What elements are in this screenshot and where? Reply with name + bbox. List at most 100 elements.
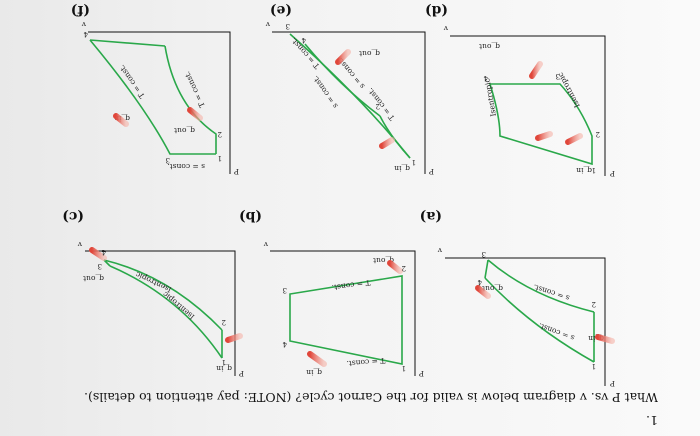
panel-c-curve-4 bbox=[103, 259, 111, 267]
panel-d-q-out: q_out bbox=[479, 42, 500, 51]
panel-d-label: (d) bbox=[425, 2, 448, 18]
panel-a-pt-3: 3 bbox=[482, 250, 486, 258]
panel-c-x-axis: v bbox=[77, 240, 83, 249]
panel-d-pt-4: 4 bbox=[483, 74, 488, 82]
panel-a-pt-4: 4 bbox=[477, 278, 482, 286]
panel-d-x-axis: v bbox=[443, 24, 449, 33]
panel-f-curve-3 bbox=[89, 39, 166, 47]
panel-c-label-1: Isentropic bbox=[161, 290, 196, 322]
rotated-content: 1. What P vs. v diagram below is valid f… bbox=[62, 2, 658, 428]
panel-e-pt-1: 1 bbox=[412, 158, 416, 166]
panel-e-pt-3: 3 bbox=[286, 22, 290, 30]
panel-f-x-axis: v bbox=[81, 20, 87, 29]
panel-e-label-3: s = const. bbox=[311, 74, 340, 110]
panel-a-curve-4 bbox=[484, 259, 489, 279]
panel-e-arrow-2 bbox=[335, 49, 351, 65]
panel-c-y-axis: P bbox=[239, 369, 244, 378]
panel-b-label-1: T = const. bbox=[346, 356, 385, 368]
panel-e-pt-2: 2 bbox=[376, 102, 380, 110]
panel-a-arrow-1 bbox=[595, 334, 615, 344]
panel-a-label-2: s = const. bbox=[532, 282, 571, 302]
panel-e: P v T = const. s = const. s = const. T =… bbox=[265, 2, 434, 176]
panel-c: P v Isentropic Isentropic q_in q_out 1 2… bbox=[62, 208, 244, 378]
panel-c-curve-3 bbox=[103, 259, 223, 331]
panel-d-y-axis: P bbox=[610, 169, 615, 178]
question-text: What P vs. v diagram below is valid for … bbox=[84, 390, 658, 405]
panel-d-pt-1: 1 bbox=[592, 166, 596, 174]
panel-f-y-axis: P bbox=[234, 167, 239, 176]
panel-e-curve-2 bbox=[379, 115, 411, 159]
panel-f-axes bbox=[88, 31, 231, 174]
panel-d-arrow-3 bbox=[529, 61, 543, 79]
panel-c-arrow-2 bbox=[89, 247, 107, 261]
panel-f-pt-1: 1 bbox=[218, 154, 222, 162]
panel-b-label: (b) bbox=[239, 208, 262, 224]
panel-f-q-out: q_out bbox=[174, 126, 195, 135]
panel-a-x-axis: v bbox=[437, 246, 443, 255]
panel-f: P v T = const. T = const. s = const. q_i… bbox=[71, 2, 239, 176]
panel-d: P v Isentropic Isentropic q_in q_out 1 2… bbox=[425, 2, 615, 178]
panel-a-pt-2: 2 bbox=[592, 300, 596, 308]
panel-b-pt-1: 1 bbox=[402, 364, 406, 372]
panel-a-y-axis: P bbox=[610, 379, 615, 388]
panel-a: P v s = const. s = const. q_in q_out 1 2… bbox=[420, 208, 615, 388]
panel-c-label: (c) bbox=[62, 208, 84, 224]
panel-b-q-out: q_out bbox=[373, 256, 394, 265]
panel-f-pt-2: 2 bbox=[218, 130, 222, 138]
panel-d-arrow-2 bbox=[535, 131, 553, 141]
panel-c-axes bbox=[85, 250, 236, 376]
panel-a-label: (a) bbox=[420, 208, 442, 224]
panel-f-pt-3: 3 bbox=[166, 156, 170, 164]
panel-c-q-out: q_out bbox=[83, 274, 104, 283]
panel-c-pt-2: 2 bbox=[222, 318, 226, 326]
panel-c-arrow-1 bbox=[225, 333, 243, 343]
panel-a-arrow-2 bbox=[475, 285, 491, 299]
panel-a-axes bbox=[445, 257, 606, 386]
panel-d-pt-2: 2 bbox=[596, 130, 600, 138]
panel-d-pt-3: 3 bbox=[556, 72, 560, 80]
panel-e-curve-3 bbox=[304, 43, 381, 117]
question-number: 1. bbox=[646, 413, 658, 428]
panel-b-q-in: q_in bbox=[306, 368, 322, 377]
panel-b-axes bbox=[270, 250, 416, 376]
panel-e-q-in: q_in bbox=[394, 164, 410, 173]
panel-f-pt-4: 4 bbox=[83, 30, 88, 38]
panel-e-label: (e) bbox=[270, 2, 292, 18]
panel-d-cycle bbox=[488, 83, 593, 166]
panel-b-y-axis: P bbox=[419, 369, 424, 378]
panel-b-arrow-1 bbox=[387, 260, 403, 274]
panel-a-q-out: q_out bbox=[482, 284, 503, 293]
panel-b-pt-4: 4 bbox=[282, 340, 287, 348]
panel-e-pt-4: 4 bbox=[301, 36, 306, 44]
panel-b-pt-2: 2 bbox=[402, 264, 406, 272]
panel-c-label-2: Isentropic bbox=[134, 270, 173, 294]
panel-b-x-axis: v bbox=[263, 240, 269, 249]
panel-c-pt-4: 4 bbox=[101, 248, 106, 256]
panel-a-pt-1: 1 bbox=[592, 362, 596, 370]
panel-d-arrow-1 bbox=[565, 133, 583, 145]
panel-b-cycle bbox=[289, 275, 403, 365]
panel-e-axes bbox=[272, 31, 426, 174]
panel-f-curve-1 bbox=[164, 45, 217, 154]
panel-e-q-out: q_out bbox=[359, 49, 380, 58]
panel-f-arrow-1 bbox=[187, 107, 203, 121]
panel-f-arrow-2 bbox=[113, 113, 129, 127]
panel-c-pt-1: 1 bbox=[222, 358, 226, 366]
panel-a-curve-3 bbox=[487, 259, 595, 313]
panel-c-pt-3: 3 bbox=[98, 262, 102, 270]
panel-b-arrow-2 bbox=[307, 351, 327, 367]
panel-f-label: (f) bbox=[71, 2, 90, 18]
panel-b-pt-3: 3 bbox=[283, 286, 287, 294]
panel-a-curve-1 bbox=[484, 277, 595, 363]
panel-b: P v T = const. T = const. q_in q_out 1 2… bbox=[239, 208, 424, 378]
panel-b-label-2: T = const. bbox=[331, 278, 371, 292]
panel-d-axes bbox=[450, 35, 606, 176]
panel-f-curve-2 bbox=[89, 39, 216, 155]
panel-d-q-in: q_in bbox=[576, 166, 592, 175]
panel-f-label-3: s = const. bbox=[167, 162, 205, 171]
panel-e-arrow-1 bbox=[379, 137, 395, 149]
panel-e-y-axis: P bbox=[429, 167, 434, 176]
panel-e-x-axis: v bbox=[265, 20, 271, 29]
